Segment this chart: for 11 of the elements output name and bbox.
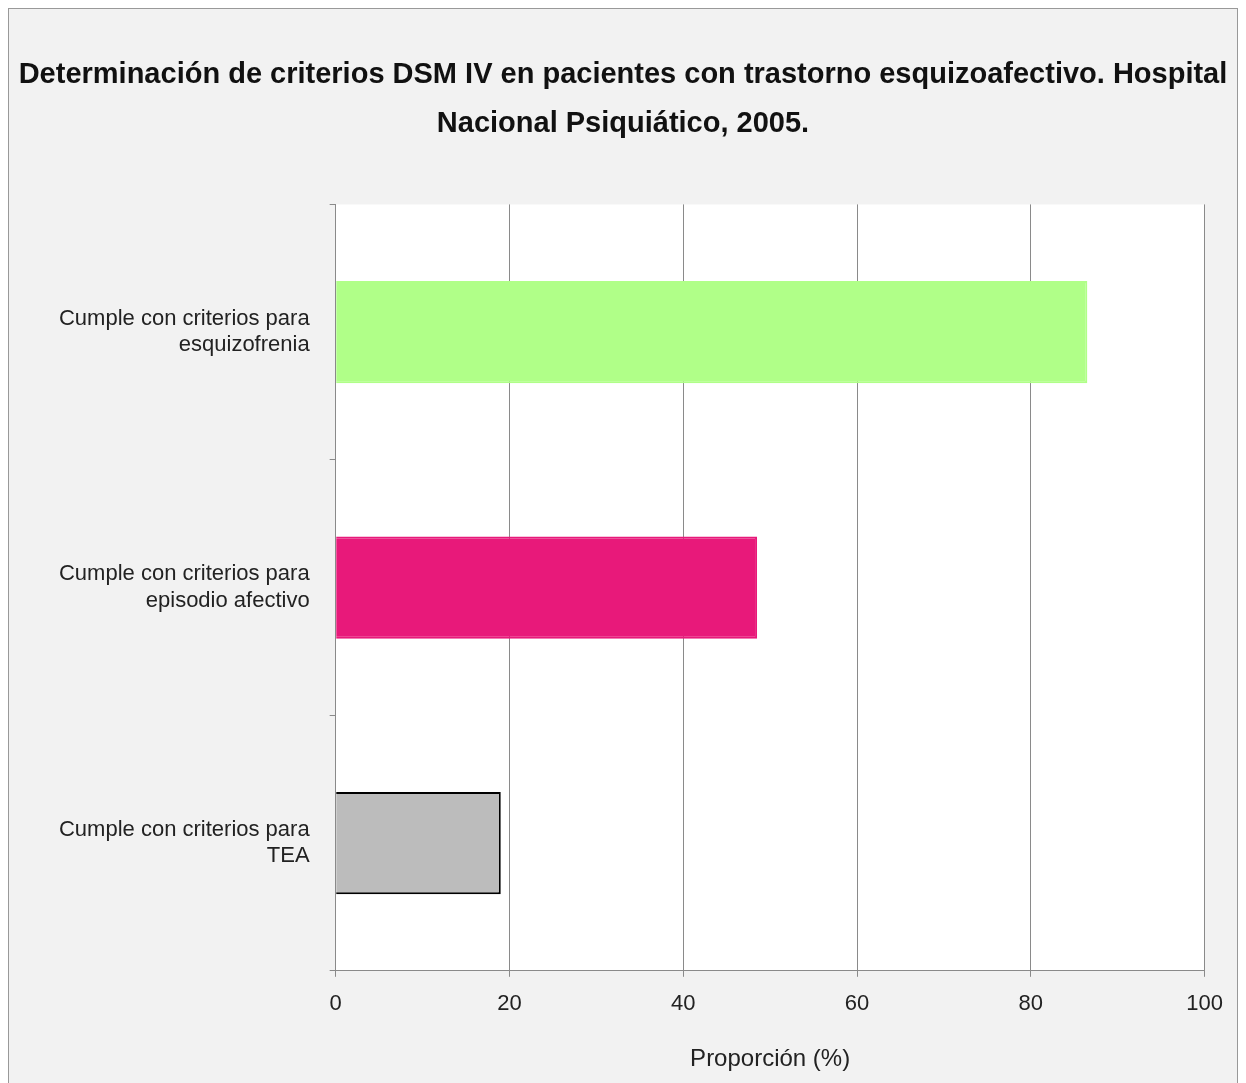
x-tick-label: 80 xyxy=(1018,989,1044,1015)
y-tick-label: Cumple con criterios para TEA xyxy=(58,815,311,867)
x-tick-label: 100 xyxy=(1186,989,1224,1015)
chart-title: Determinación de criterios DSM IV en pacientes con trastorno esquizoafectivo. Hospital Nacional Psiquiático, 2005. xyxy=(17,56,1229,141)
x-tick-label: 20 xyxy=(497,989,522,1015)
x-tick-label: 60 xyxy=(844,989,870,1015)
y-tick-label: Cumple con criterios para esquizofrenia xyxy=(58,304,311,356)
x-tick-label: 0 xyxy=(329,989,342,1015)
x-tick-label: 40 xyxy=(671,989,696,1015)
y-tick-label: Cumple con criterios para episodio afectivo xyxy=(58,560,311,612)
x-axis-title: Proporción (%) xyxy=(690,1043,851,1071)
